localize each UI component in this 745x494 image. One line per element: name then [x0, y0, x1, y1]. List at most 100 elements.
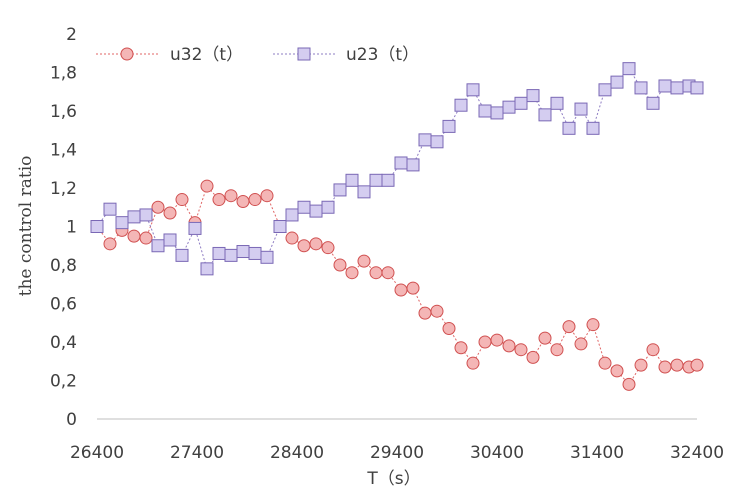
data-point-u23t: [115, 216, 129, 230]
data-point-u32t: [357, 254, 371, 268]
data-point-u23t: [297, 200, 311, 214]
data-point-u23t: [406, 158, 420, 172]
data-point-u32t: [248, 193, 262, 207]
data-point-u32t: [562, 320, 576, 334]
data-point-u32t: [345, 266, 359, 280]
data-point-u32t: [369, 266, 383, 280]
data-point-u23t: [212, 246, 226, 260]
legend-marker-u23: [297, 47, 311, 61]
data-point-u23t: [646, 96, 660, 110]
data-point-u32t: [622, 377, 636, 391]
data-point-u32t: [297, 239, 311, 253]
data-point-u23t: [454, 98, 468, 112]
x-tick-label: 29400: [370, 443, 424, 463]
y-tick-labels: 0 0,2 0,4 0,6 0,8 1 1,2 1,4 1,6 1,8 2: [50, 25, 77, 430]
data-point-u32t: [406, 281, 420, 295]
data-point-u32t: [478, 335, 492, 349]
data-point-u23t: [285, 208, 299, 222]
data-point-u23t: [163, 233, 177, 247]
data-point-u32t: [321, 241, 335, 255]
x-axis-label: T（s）: [366, 469, 420, 489]
data-point-u32t: [127, 229, 141, 243]
data-point-u32t: [658, 360, 672, 374]
data-point-u23t: [333, 183, 347, 197]
data-point-u32t: [466, 356, 480, 370]
data-point-u23t: [610, 75, 624, 89]
data-point-u23t: [188, 221, 202, 235]
y-tick-label: 1,2: [50, 179, 77, 199]
data-point-u32t: [442, 322, 456, 336]
legend: u32（t） u23（t）: [96, 45, 419, 65]
data-point-u32t: [430, 304, 444, 318]
data-point-u23t: [598, 83, 612, 97]
data-point-u32t: [538, 331, 552, 345]
data-point-u23t: [357, 185, 371, 199]
data-point-u23t: [260, 250, 274, 264]
data-point-u23t: [622, 62, 636, 76]
data-point-u32t: [103, 237, 117, 251]
data-point-u32t: [260, 189, 274, 203]
data-point-u23t: [394, 156, 408, 170]
data-point-u23t: [103, 202, 117, 216]
data-point-u32t: [586, 318, 600, 332]
data-point-u23t: [248, 246, 262, 260]
data-point-u23t: [514, 96, 528, 110]
data-point-u32t: [285, 231, 299, 245]
data-point-u23t: [200, 262, 214, 276]
data-point-u23t: [175, 248, 189, 262]
x-tick-labels: 26400 27400 28400 29400 30400 31400 32400: [70, 443, 724, 463]
data-point-u32t: [394, 283, 408, 297]
y-tick-label: 0,2: [50, 372, 77, 392]
legend-label-u23: u23（t）: [346, 45, 419, 65]
data-point-u23t: [418, 133, 432, 147]
data-point-u32t: [454, 341, 468, 355]
data-point-u23t: [90, 220, 104, 233]
data-point-u32t: [381, 266, 395, 280]
data-point-u23t: [151, 239, 165, 253]
data-point-u32t: [526, 350, 540, 364]
y-tick-label: 0: [66, 410, 77, 430]
data-point-u23t: [369, 173, 383, 187]
data-point-u23t: [562, 121, 576, 135]
data-point-u23t: [550, 96, 564, 110]
data-point-u32t: [212, 193, 226, 207]
data-point-u32t: [574, 337, 588, 351]
y-tick-label: 2: [66, 25, 77, 45]
data-point-u32t: [690, 358, 704, 372]
data-point-u32t: [200, 179, 214, 193]
data-point-u23t: [634, 81, 648, 95]
data-point-u32t: [139, 231, 153, 245]
y-axis-label: the control ratio: [16, 156, 36, 297]
data-point-u23t: [466, 83, 480, 97]
data-point-u23t: [586, 121, 600, 135]
y-tick-label: 0,6: [50, 295, 77, 315]
data-point-u23t: [490, 106, 504, 120]
data-point-u32t: [514, 343, 528, 357]
data-point-u32t: [224, 189, 238, 203]
data-point-u23t: [430, 135, 444, 149]
data-point-u32t: [550, 343, 564, 357]
data-point-u32t: [670, 358, 684, 372]
data-point-u23t: [381, 173, 395, 187]
y-tick-label: 1,6: [50, 102, 77, 122]
data-point-u23t: [442, 119, 456, 133]
y-tick-label: 1,4: [50, 141, 77, 161]
series-u23t: [90, 62, 704, 276]
data-point-u23t: [309, 204, 323, 218]
data-point-u23t: [236, 245, 250, 259]
y-tick-label: 0,8: [50, 256, 77, 276]
data-point-u23t: [670, 81, 684, 95]
series-layer: [90, 62, 704, 391]
data-point-u32t: [418, 306, 432, 320]
data-point-u23t: [321, 200, 335, 214]
data-point-u23t: [478, 104, 492, 118]
series-line-u32t: [96, 185, 698, 386]
data-point-u23t: [139, 208, 153, 222]
data-point-u23t: [690, 81, 704, 95]
data-point-u32t: [333, 258, 347, 272]
legend-label-u32: u32（t）: [170, 45, 243, 65]
y-tick-label: 0,4: [50, 333, 77, 353]
data-point-u32t: [598, 356, 612, 370]
